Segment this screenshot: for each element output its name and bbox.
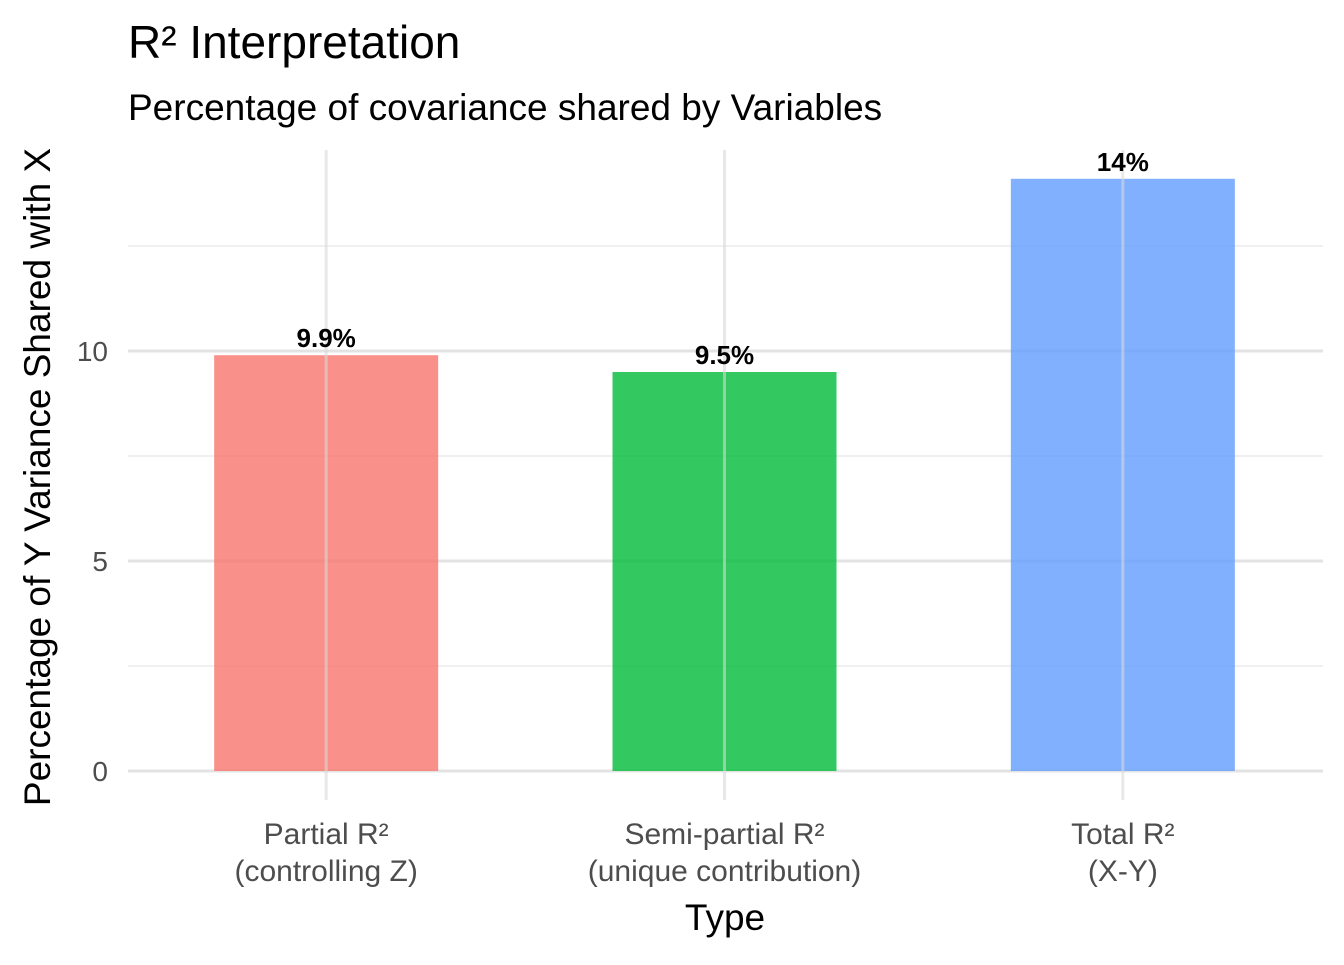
x-tick-label: (controlling Z) [234, 855, 417, 888]
x-tick-label: (unique contribution) [588, 855, 862, 888]
data-label: 9.5% [695, 340, 754, 370]
y-tick-label: 5 [92, 546, 108, 577]
y-axis-ticks: 0 5 10 [77, 336, 108, 787]
data-label: 14% [1097, 147, 1149, 177]
y-tick-label: 10 [77, 336, 108, 367]
x-tick-label: Total R² [1071, 818, 1174, 851]
x-axis-title: Type [685, 897, 765, 938]
data-labels: 9.9% 9.5% 14% [297, 147, 1149, 370]
y-tick-label: 0 [92, 756, 108, 787]
chart-title: R² Interpretation [128, 16, 460, 68]
data-label: 9.9% [297, 323, 356, 353]
y-axis-title: Percentage of Y Variance Shared with X [17, 148, 58, 806]
vertical-grid-lines [324, 150, 1125, 800]
x-tick-label: Partial R² [264, 818, 389, 851]
x-tick-label: Semi-partial R² [624, 818, 824, 851]
chart-subtitle: Percentage of covariance shared by Varia… [128, 87, 882, 128]
x-tick-label: (X-Y) [1088, 855, 1158, 888]
x-axis-ticks: Partial R² (controlling Z) Semi-partial R²… [234, 818, 1174, 888]
